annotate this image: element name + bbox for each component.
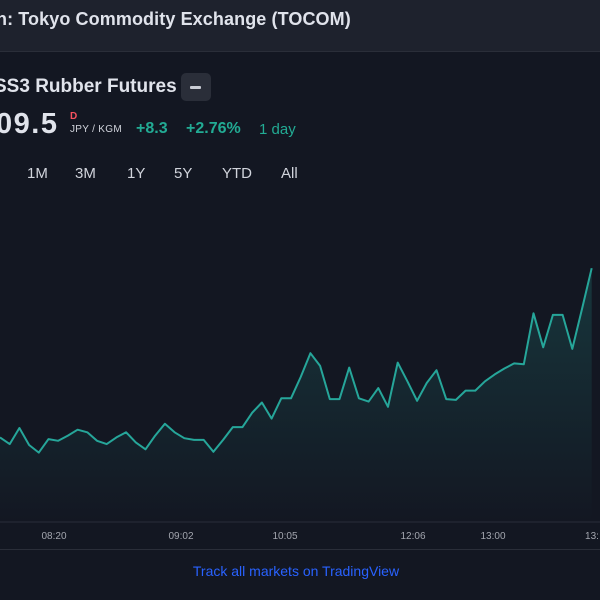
current-price: 09.5 <box>0 108 59 140</box>
range-ytd-button[interactable]: YTD <box>222 165 252 182</box>
symbol-title: SS3 Rubber Futures <box>0 76 177 97</box>
x-tick-label: 12:06 <box>400 531 426 542</box>
x-tick-label: 09:02 <box>168 531 194 542</box>
change-percent: +2.76% <box>186 120 241 137</box>
range-all-button[interactable]: All <box>281 165 298 182</box>
x-tick-label: 08:20 <box>41 531 67 542</box>
minus-icon <box>190 86 201 89</box>
header-bar: h: Tokyo Commodity Exchange (TOCOM) <box>0 0 600 52</box>
price-area <box>0 268 592 522</box>
range-1m-button[interactable]: 1M <box>27 165 48 182</box>
range-3m-button[interactable]: 3M <box>75 165 96 182</box>
price-unit: JPY / KGM <box>70 124 122 135</box>
range-1y-button[interactable]: 1Y <box>127 165 146 182</box>
delayed-flag: D <box>70 111 78 122</box>
footer: Track all markets on TradingView <box>0 549 600 600</box>
change-period: 1 day <box>259 121 296 138</box>
tradingview-link[interactable]: Track all markets on TradingView <box>192 563 400 579</box>
x-tick-label: 10:05 <box>272 531 298 542</box>
range-5y-button[interactable]: 5Y <box>174 165 193 182</box>
collapse-button[interactable] <box>181 73 211 101</box>
x-tick-label: 13: <box>585 531 599 542</box>
exchange-title: h: Tokyo Commodity Exchange (TOCOM) <box>0 9 351 29</box>
x-tick-label: 13:00 <box>480 531 506 542</box>
change-absolute: +8.3 <box>136 120 168 137</box>
price-line <box>0 267 593 454</box>
